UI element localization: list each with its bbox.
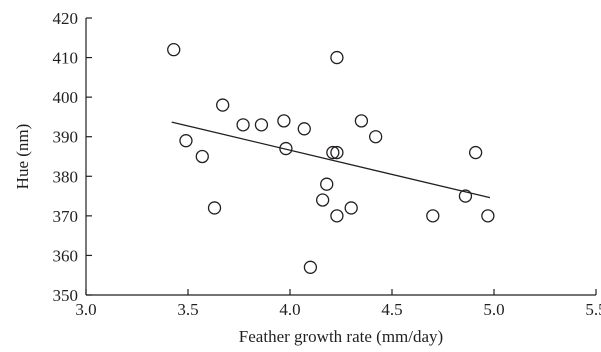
y-tick-label: 410 [53,49,79,68]
data-point [481,209,495,223]
x-tick-label: 5.0 [483,300,504,319]
data-point [458,189,473,203]
data-points [167,43,495,274]
data-point [344,201,358,215]
data-point [426,209,440,223]
y-tick-label: 400 [53,88,79,107]
data-point [167,43,181,57]
x-tick-label: 4.5 [381,300,402,319]
axes [85,18,596,296]
data-point [303,260,318,274]
data-point [354,114,369,128]
data-point [330,145,344,160]
data-point [468,145,483,160]
y-tick-label: 360 [53,246,79,265]
data-point [326,145,340,160]
x-tick-label: 3.0 [75,300,96,319]
data-point [236,118,250,132]
y-axis-title: Hue (nm) [13,124,32,190]
data-point [320,177,334,191]
y-tick-label: 370 [53,207,79,226]
data-point [369,130,383,144]
data-point [195,149,209,164]
x-tick-label: 5.5 [585,300,601,319]
trendline-group [171,121,491,199]
data-point [330,50,344,65]
data-point [315,193,330,207]
x-tick-label: 3.5 [177,300,198,319]
x-ticks: 3.0 3.5 4.0 4.5 5.0 5.5 [75,289,601,319]
data-point [179,134,193,148]
y-tick-label: 380 [53,167,79,186]
y-tick-label: 390 [53,128,79,147]
data-point [297,122,311,136]
trendline [171,121,491,199]
data-point [207,201,222,215]
y-ticks: 350 360 370 380 390 400 410 420 [53,9,92,305]
data-point [279,141,293,156]
data-point [216,98,230,112]
data-point [330,209,344,223]
x-tick-label: 4.0 [279,300,300,319]
data-point [254,118,269,132]
data-point [277,114,291,128]
x-axis-title: Feather growth rate (mm/day) [239,327,443,346]
y-tick-label: 350 [53,286,79,305]
y-tick-label: 420 [53,9,79,28]
